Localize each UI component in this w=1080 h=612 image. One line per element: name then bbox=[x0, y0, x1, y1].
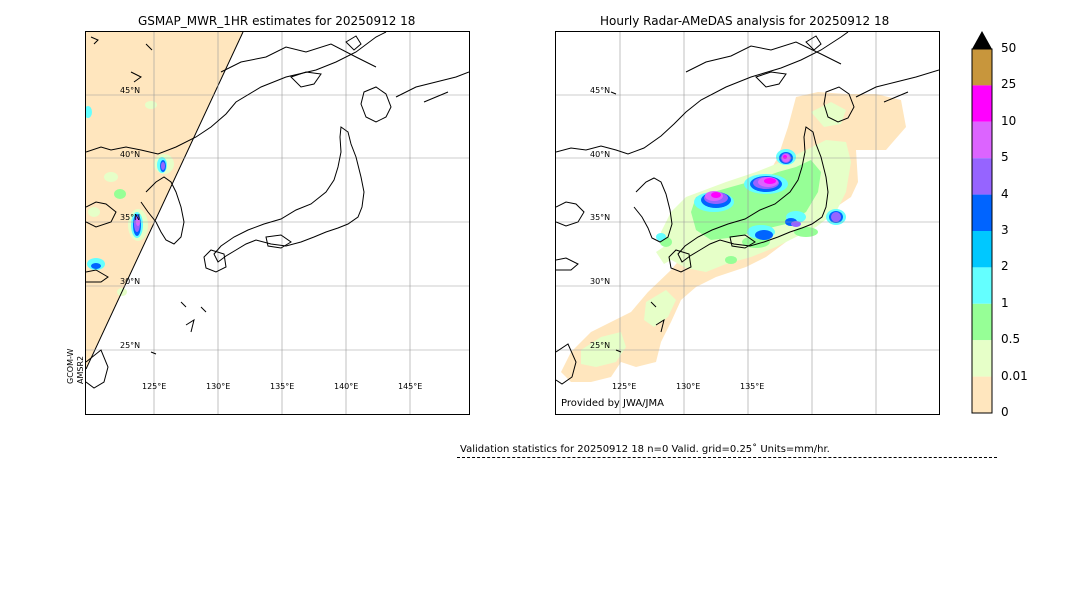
right-lon-label-125: 125°E bbox=[612, 382, 637, 391]
right-lon-label-130: 130°E bbox=[676, 382, 701, 391]
colorbar-segment bbox=[972, 267, 992, 304]
right-lat-label-25: 25°N bbox=[590, 341, 611, 350]
left-lon-label-135: 135°E bbox=[270, 382, 295, 391]
left-gridlines bbox=[86, 32, 469, 414]
right-lat-label-35: 35°N bbox=[590, 213, 611, 222]
left-lon-label-125: 125°E bbox=[142, 382, 167, 391]
colorbar-segment bbox=[972, 194, 992, 231]
colorbar-level-label: 3 bbox=[1001, 223, 1009, 237]
left-side-label-gcomw: GCOM-W bbox=[66, 348, 75, 384]
colorbar-level-label: 0.5 bbox=[1001, 332, 1021, 347]
colorbar-segment bbox=[972, 376, 992, 413]
left-lon-label-130: 130°E bbox=[206, 382, 231, 391]
right-lat-label-30: 30°N bbox=[590, 277, 611, 286]
colorbar: 50 25 10 5 4 3 2 1 0.5 0.01 0 bbox=[971, 30, 1051, 420]
right-map[interactable]: 45°N 40°N 35°N 30°N 25°N 125°E 130°E 135… bbox=[555, 31, 940, 415]
left-lon-label-140: 140°E bbox=[334, 382, 359, 391]
colorbar-level-label: 0.01 bbox=[1001, 368, 1028, 383]
validation-divider bbox=[457, 457, 997, 458]
left-lat-label-35: 35°N bbox=[120, 213, 141, 222]
colorbar-segment bbox=[972, 121, 992, 159]
colorbar-level-label: 4 bbox=[1001, 186, 1009, 201]
colorbar-level-label: 25 bbox=[1001, 77, 1017, 92]
colorbar-segment bbox=[972, 303, 992, 341]
right-lat-label-45: 45°N bbox=[590, 86, 611, 95]
colorbar-segments bbox=[972, 49, 992, 413]
colorbar-segment bbox=[972, 85, 992, 122]
left-map-title: GSMAP_MWR_1HR estimates for 20250912 18 bbox=[138, 14, 416, 28]
left-lat-label-25: 25°N bbox=[120, 341, 141, 350]
left-coastlines bbox=[86, 32, 469, 389]
right-map-canvas bbox=[556, 32, 939, 414]
colorbar-segment bbox=[972, 158, 992, 195]
right-map-title: Hourly Radar-AMeDAS analysis for 2025091… bbox=[600, 14, 890, 28]
left-lat-label-30: 30°N bbox=[120, 277, 141, 286]
colorbar-segment bbox=[972, 340, 992, 377]
colorbar-level-label: 1 bbox=[1001, 295, 1009, 310]
colorbar-segment bbox=[972, 49, 992, 86]
validation-statistics: Validation statistics for 20250912 18 n=… bbox=[460, 444, 830, 455]
left-map-canvas bbox=[86, 32, 469, 414]
colorbar-level-label: 0 bbox=[1001, 405, 1009, 419]
left-side-label-amsr2: AMSR2 bbox=[76, 355, 85, 384]
colorbar-segment bbox=[972, 231, 992, 268]
colorbar-level-label: 5 bbox=[1001, 150, 1009, 165]
colorbar-level-label: 50 bbox=[1001, 41, 1017, 55]
right-lon-label-135: 135°E bbox=[740, 382, 765, 391]
left-lat-label-45: 45°N bbox=[120, 86, 141, 95]
right-coastlines bbox=[556, 32, 939, 385]
colorbar-level-label: 2 bbox=[1001, 259, 1009, 274]
left-lat-label-40: 40°N bbox=[120, 150, 141, 159]
colorbar-level-label: 10 bbox=[1001, 113, 1017, 128]
left-map[interactable]: 45°N 40°N 35°N 30°N 25°N 125°E 130°E 135… bbox=[85, 31, 470, 415]
colorbar-canvas bbox=[971, 31, 993, 414]
provided-by-label: Provided by JWA/JMA bbox=[561, 398, 664, 409]
precip-magenta bbox=[711, 155, 787, 198]
right-lat-label-40: 40°N bbox=[590, 150, 611, 159]
colorbar-overflow-arrow bbox=[972, 31, 992, 49]
left-lon-label-145: 145°E bbox=[398, 382, 423, 391]
right-gridlines bbox=[556, 32, 939, 414]
